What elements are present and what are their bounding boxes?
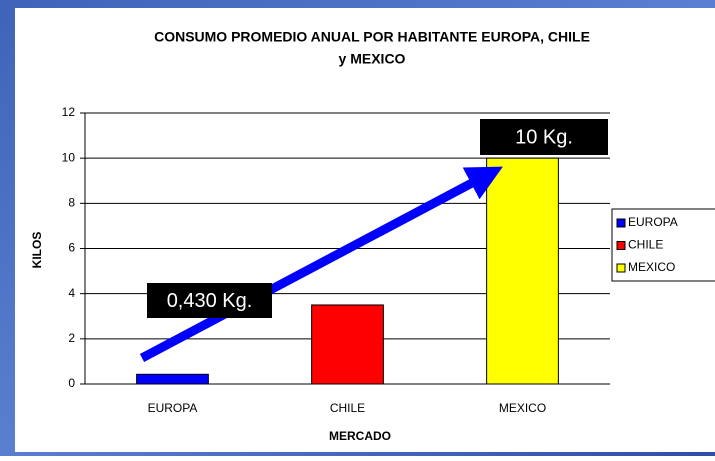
legend-swatch — [616, 218, 626, 228]
legend-label: CHILE — [628, 238, 663, 252]
x-tick-label: EUROPA — [148, 401, 198, 415]
chart-panel — [15, 8, 715, 452]
x-axis-label: MERCADO — [329, 429, 391, 443]
chart-title: y MEXICO — [339, 51, 406, 67]
y-tick-label: 2 — [68, 331, 75, 345]
y-tick-label: 8 — [68, 196, 75, 210]
legend-label: MEXICO — [628, 260, 675, 274]
x-tick-label: MEXICO — [499, 401, 546, 415]
legend-label: EUROPA — [628, 215, 678, 229]
chart-title: CONSUMO PROMEDIO ANUAL POR HABITANTE EUR… — [154, 29, 590, 45]
annotation-box — [480, 119, 608, 155]
x-tick-label: CHILE — [330, 401, 365, 415]
y-tick-label: 0 — [68, 376, 75, 390]
annotation: 0,430 Kg. — [167, 290, 253, 312]
y-axis-label: KILOS — [30, 232, 44, 269]
y-tick-label: 12 — [62, 105, 76, 119]
bar — [311, 304, 384, 385]
legend-box — [611, 208, 715, 282]
y-tick-label: 10 — [62, 150, 76, 164]
annotation: 10 Kg. — [515, 126, 573, 148]
annotation-box — [147, 283, 272, 318]
bar — [486, 157, 559, 385]
legend-swatch — [616, 263, 626, 273]
y-tick-label: 4 — [68, 286, 75, 300]
legend-swatch — [616, 241, 626, 250]
arrow — [139, 166, 503, 362]
y-tick-label: 6 — [68, 241, 75, 255]
bar — [136, 373, 209, 385]
